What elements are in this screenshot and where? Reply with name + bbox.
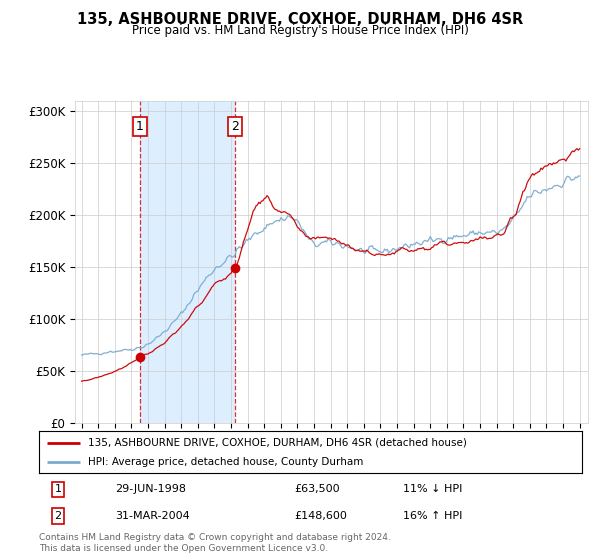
Text: 29-JUN-1998: 29-JUN-1998 — [115, 484, 186, 494]
Text: 1: 1 — [136, 120, 143, 133]
Text: 135, ASHBOURNE DRIVE, COXHOE, DURHAM, DH6 4SR: 135, ASHBOURNE DRIVE, COXHOE, DURHAM, DH… — [77, 12, 523, 27]
Text: HPI: Average price, detached house, County Durham: HPI: Average price, detached house, Coun… — [88, 457, 363, 467]
Text: Contains HM Land Registry data © Crown copyright and database right 2024.
This d: Contains HM Land Registry data © Crown c… — [39, 533, 391, 553]
Text: Price paid vs. HM Land Registry's House Price Index (HPI): Price paid vs. HM Land Registry's House … — [131, 24, 469, 37]
Text: £63,500: £63,500 — [294, 484, 340, 494]
Text: 16% ↑ HPI: 16% ↑ HPI — [403, 511, 462, 521]
Text: 135, ASHBOURNE DRIVE, COXHOE, DURHAM, DH6 4SR (detached house): 135, ASHBOURNE DRIVE, COXHOE, DURHAM, DH… — [88, 437, 467, 447]
Text: 2: 2 — [231, 120, 239, 133]
Text: 2: 2 — [55, 511, 62, 521]
Text: £148,600: £148,600 — [294, 511, 347, 521]
Text: 31-MAR-2004: 31-MAR-2004 — [115, 511, 190, 521]
Bar — [140, 101, 235, 423]
Text: 1: 1 — [55, 484, 62, 494]
Text: 11% ↓ HPI: 11% ↓ HPI — [403, 484, 462, 494]
